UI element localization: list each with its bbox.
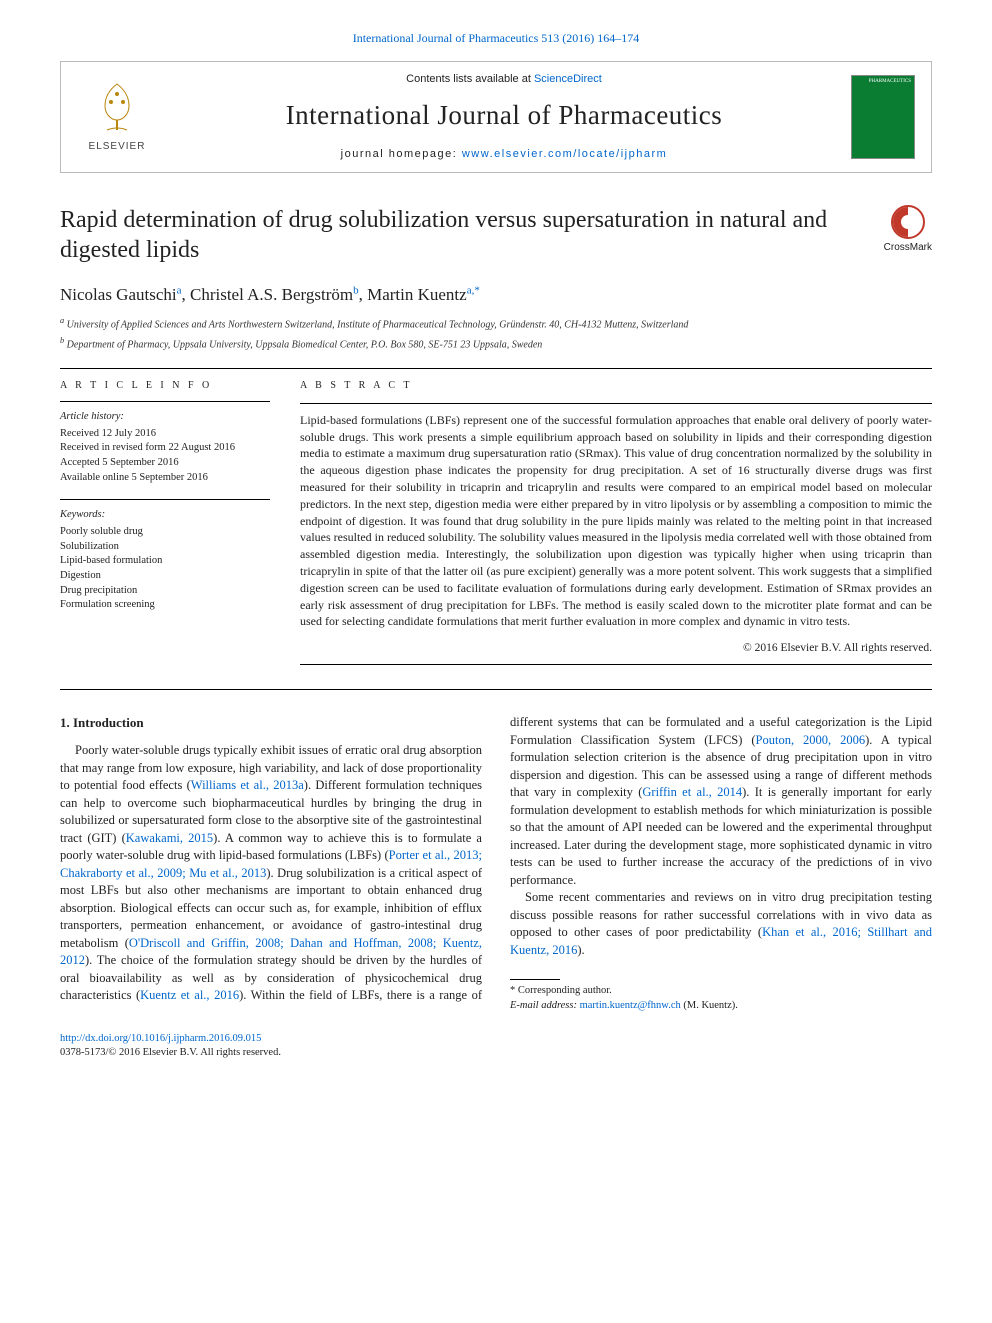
keyword: Digestion [60, 569, 270, 584]
abstract-divider-top [300, 403, 932, 404]
crossmark-icon [891, 205, 925, 239]
ref-link[interactable]: Pouton, 2000, 2006 [756, 733, 866, 747]
abstract-text: Lipid-based formulations (LBFs) represen… [300, 412, 932, 630]
journal-header: ELSEVIER Contents lists available at Sci… [60, 61, 932, 174]
info-divider-2 [60, 499, 270, 500]
author-3: Martin Kuentz [367, 285, 467, 304]
author-3-affil[interactable]: a,* [467, 285, 480, 297]
cover-label: PHARMACEUTICS [855, 79, 911, 84]
author-2-affil[interactable]: b [353, 285, 359, 297]
doi-link[interactable]: http://dx.doi.org/10.1016/j.ijpharm.2016… [60, 1033, 261, 1044]
body-columns: 1. Introduction Poorly water-soluble dru… [60, 714, 932, 1013]
homepage-prefix: journal homepage: [341, 148, 462, 160]
keyword: Solubilization [60, 540, 270, 555]
citation-link[interactable]: International Journal of Pharmaceutics 5… [353, 31, 640, 45]
publisher-name: ELSEVIER [89, 140, 146, 154]
history-item: Received in revised form 22 August 2016 [60, 441, 270, 456]
homepage-line: journal homepage: www.elsevier.com/locat… [157, 147, 851, 162]
keyword: Formulation screening [60, 598, 270, 613]
info-divider-1 [60, 401, 270, 402]
authors-line: Nicolas Gautschia, Christel A.S. Bergstr… [60, 283, 932, 307]
homepage-link[interactable]: www.elsevier.com/locate/ijpharm [462, 148, 667, 160]
affiliation-b: b Department of Pharmacy, Uppsala Univer… [60, 335, 932, 352]
contents-prefix: Contents lists available at [406, 73, 534, 85]
abstract-copyright: © 2016 Elsevier B.V. All rights reserved… [300, 640, 932, 656]
article-info-heading: A R T I C L E I N F O [60, 379, 270, 393]
author-1-affil[interactable]: a [177, 285, 182, 297]
article-info-column: A R T I C L E I N F O Article history: R… [60, 379, 270, 673]
author-2: Christel A.S. Bergström [190, 285, 353, 304]
divider-top [60, 368, 932, 369]
journal-cover-thumb[interactable]: PHARMACEUTICS [851, 75, 915, 159]
keywords-block: Keywords: Poorly soluble drug Solubiliza… [60, 508, 270, 613]
author-1: Nicolas Gautschi [60, 285, 177, 304]
corresponding-author-footnote: * Corresponding author. E-mail address: … [510, 979, 932, 1013]
abstract-column: A B S T R A C T Lipid-based formulations… [300, 379, 932, 673]
divider-bottom [60, 689, 932, 690]
affiliation-a: a University of Applied Sciences and Art… [60, 315, 932, 332]
keyword: Drug precipitation [60, 584, 270, 599]
title-row: Rapid determination of drug solubilizati… [60, 205, 932, 265]
corresponding-label: * Corresponding author. [510, 984, 932, 999]
sciencedirect-link[interactable]: ScienceDirect [534, 73, 602, 85]
elsevier-tree-icon [87, 80, 147, 136]
ref-link[interactable]: Kawakami, 2015 [126, 831, 213, 845]
email-line: E-mail address: martin.kuentz@fhnw.ch (M… [510, 999, 932, 1014]
journal-name: International Journal of Pharmaceutics [157, 97, 851, 135]
ref-link[interactable]: Williams et al., 2013a [191, 778, 304, 792]
history-item: Accepted 5 September 2016 [60, 456, 270, 471]
cover-body [855, 86, 911, 155]
top-citation: International Journal of Pharmaceutics 5… [60, 30, 932, 47]
header-center: Contents lists available at ScienceDirec… [157, 72, 851, 163]
footnote-rule [510, 979, 560, 980]
keywords-label: Keywords: [60, 508, 270, 523]
crossmark-button[interactable]: CrossMark [884, 205, 932, 255]
article-history-block: Article history: Received 12 July 2016 R… [60, 410, 270, 485]
body-paragraph-2: Some recent commentaries and reviews on … [510, 889, 932, 959]
info-abstract-row: A R T I C L E I N F O Article history: R… [60, 379, 932, 673]
ref-link[interactable]: Kuentz et al., 2016 [140, 988, 239, 1002]
abstract-divider-bottom [300, 664, 932, 665]
keyword: Poorly soluble drug [60, 525, 270, 540]
body-paragraph-1: Poorly water-soluble drugs typically exh… [60, 714, 932, 1013]
crossmark-label: CrossMark [884, 241, 932, 255]
publisher-logo[interactable]: ELSEVIER [77, 80, 157, 154]
contents-lists-line: Contents lists available at ScienceDirec… [157, 72, 851, 87]
history-item: Available online 5 September 2016 [60, 471, 270, 486]
article-title: Rapid determination of drug solubilizati… [60, 205, 872, 265]
issn-copyright: 0378-5173/© 2016 Elsevier B.V. All right… [60, 1047, 281, 1058]
email-link[interactable]: martin.kuentz@fhnw.ch [580, 1000, 681, 1011]
keyword: Lipid-based formulation [60, 554, 270, 569]
ref-link[interactable]: Griffin et al., 2014 [642, 785, 742, 799]
history-item: Received 12 July 2016 [60, 427, 270, 442]
doi-footer: http://dx.doi.org/10.1016/j.ijpharm.2016… [60, 1032, 932, 1061]
abstract-heading: A B S T R A C T [300, 379, 932, 393]
section-heading: 1. Introduction [60, 714, 482, 732]
history-label: Article history: [60, 410, 270, 425]
